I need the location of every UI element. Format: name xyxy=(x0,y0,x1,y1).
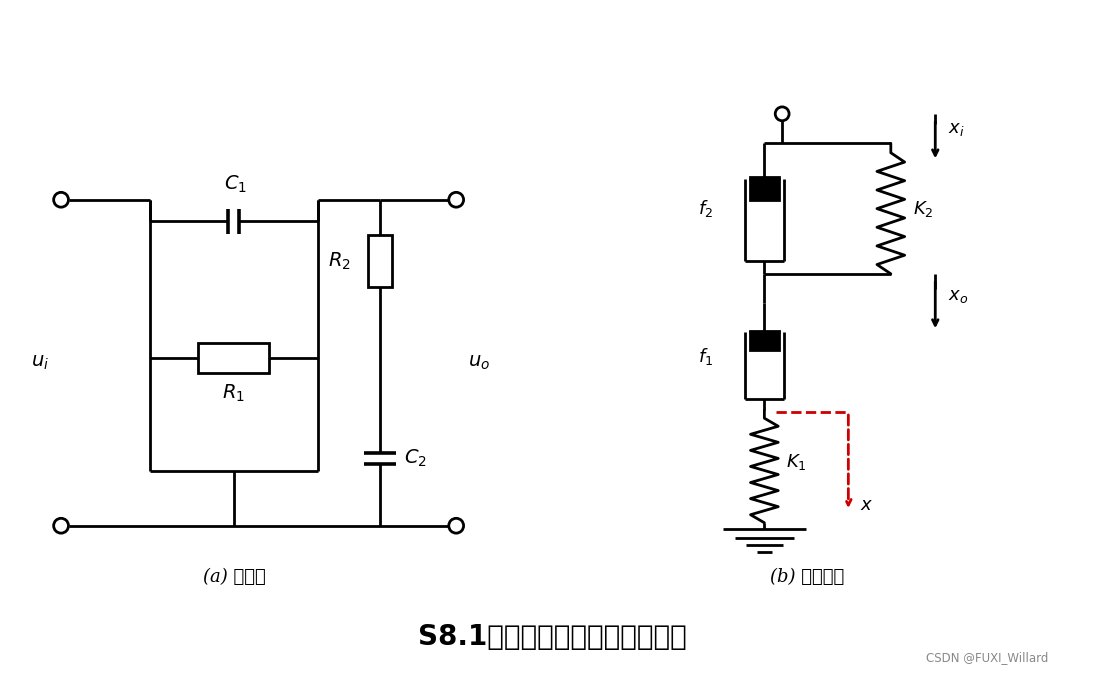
Text: $x_o$: $x_o$ xyxy=(948,287,968,305)
Bar xyxy=(750,331,778,350)
Text: $x_i$: $x_i$ xyxy=(948,120,965,138)
Text: $u_i$: $u_i$ xyxy=(31,353,50,372)
Bar xyxy=(199,343,269,373)
Text: $K_2$: $K_2$ xyxy=(913,199,933,219)
Text: $u_o$: $u_o$ xyxy=(468,353,490,372)
Text: CSDN @FUXI_Willard: CSDN @FUXI_Willard xyxy=(926,651,1049,664)
Text: $R_1$: $R_1$ xyxy=(223,382,245,404)
Text: $C_1$: $C_1$ xyxy=(224,173,247,195)
Text: $f_2$: $f_2$ xyxy=(698,198,713,219)
Bar xyxy=(750,177,778,200)
Text: $C_2$: $C_2$ xyxy=(404,448,426,469)
Bar xyxy=(369,236,392,287)
Text: (a) 电网络: (a) 电网络 xyxy=(202,568,265,586)
Text: $R_2$: $R_2$ xyxy=(328,251,350,272)
Text: $x$: $x$ xyxy=(860,496,873,514)
Text: (b) 机械系统: (b) 机械系统 xyxy=(769,568,843,586)
Text: S8.1：电网络与机械系统原理图: S8.1：电网络与机械系统原理图 xyxy=(417,624,687,652)
Text: $K_1$: $K_1$ xyxy=(786,451,807,471)
Text: $f_1$: $f_1$ xyxy=(698,346,713,367)
